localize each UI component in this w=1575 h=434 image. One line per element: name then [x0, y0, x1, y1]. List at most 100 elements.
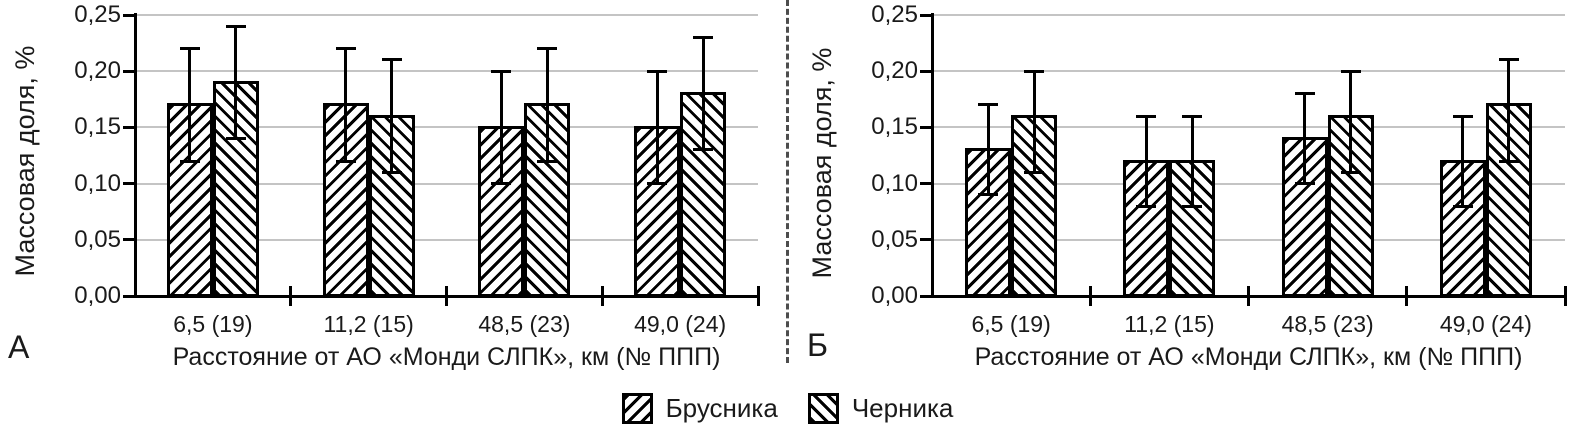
y-tick [920, 69, 932, 73]
y-tick-label: 0,15 [871, 113, 918, 141]
y-tick [920, 182, 932, 186]
y-tick-label: 0,00 [74, 282, 121, 309]
y-tick [920, 294, 932, 298]
error-bar-cap-bottom [1452, 204, 1473, 208]
legend-hatch-swatch-icon [621, 392, 653, 424]
y-axis-title: Массовая доля, % [807, 47, 837, 279]
y-tick-label: 0,20 [74, 57, 121, 85]
error-bar-line [1349, 71, 1353, 173]
y-tick-label: 0,15 [74, 113, 121, 141]
gridline [135, 70, 758, 73]
y-tick-label: 0,20 [871, 57, 918, 85]
y-tick [123, 69, 135, 73]
error-bar-cap-top [335, 47, 356, 51]
error-bar-cap-top [1024, 69, 1045, 73]
error-bar-cap-top [537, 47, 558, 51]
error-bar-cap-top [693, 35, 714, 39]
error-bar-cap-bottom [537, 159, 558, 163]
x-tick [445, 286, 448, 306]
panel-label-a: А [8, 329, 30, 365]
y-tick [123, 294, 135, 298]
error-bar-line [1303, 93, 1307, 184]
error-bar-cap-bottom [1294, 182, 1315, 186]
error-bar-line [1461, 116, 1465, 207]
error-bar-cap-bottom [1498, 159, 1519, 163]
error-bar-cap-bottom [225, 137, 246, 141]
error-bar-cap-top [1498, 58, 1519, 62]
error-bar-cap-bottom [381, 170, 402, 174]
bar [524, 103, 571, 298]
x-tick [1405, 286, 1409, 306]
bar [1281, 137, 1328, 298]
error-bar-cap-top [381, 58, 402, 62]
error-bar-cap-top [1294, 92, 1315, 96]
bar [680, 92, 727, 298]
y-tick-label: 0,10 [871, 169, 918, 197]
x-axis-title: Расстояние от АО «Монди СЛПК», км (№ ППП… [974, 343, 1523, 371]
error-bar-cap-top [647, 69, 668, 73]
error-bar-cap-top [1452, 114, 1473, 118]
bar [478, 125, 525, 298]
y-tick [123, 182, 135, 186]
x-tick-label: 49,0 (24) [634, 311, 727, 337]
error-bar-cap-top [1340, 69, 1361, 73]
gridline [932, 182, 1565, 185]
gridline [135, 14, 758, 16]
error-bar-line [545, 48, 549, 162]
error-bar-cap-bottom [647, 182, 668, 186]
error-bar-line [986, 104, 990, 195]
panel-divider [786, 0, 789, 363]
error-bar-cap-bottom [1182, 204, 1203, 208]
error-bar-line [234, 26, 238, 139]
y-tick [920, 125, 932, 129]
error-bar-line [1032, 71, 1036, 173]
y-tick [123, 13, 135, 17]
x-tick-label: 6,5 (19) [173, 311, 253, 337]
legend-item: Черника [807, 392, 953, 424]
y-tick-label: 0,05 [74, 225, 121, 253]
x-tick [1088, 286, 1092, 306]
legend-label: Брусника [665, 392, 778, 423]
y-axis-title: Массовая доля, % [10, 45, 40, 277]
y-tick-label: 0,10 [74, 169, 121, 197]
error-bar-line [655, 71, 659, 184]
error-bar-line [499, 71, 503, 184]
error-bar-cap-top [1136, 114, 1157, 118]
legend-hatch-swatch-icon [807, 392, 839, 424]
panel-label-b: Б [807, 327, 828, 363]
error-bar-cap-bottom [179, 159, 200, 163]
error-bar-line [1144, 116, 1148, 207]
error-bar-cap-bottom [335, 159, 356, 163]
x-tick [756, 286, 760, 306]
y-axis-line [930, 13, 934, 298]
gridline [932, 238, 1565, 241]
x-tick [289, 286, 293, 306]
error-bar-cap-top [225, 24, 246, 28]
y-tick-label: 0,25 [74, 1, 121, 28]
x-tick-label: 48,5 (23) [1281, 311, 1374, 337]
legend-item: Брусника [621, 392, 778, 424]
y-axis-line [133, 13, 137, 298]
y-tick-label: 0,00 [871, 282, 918, 309]
y-tick [123, 125, 135, 129]
x-tick-label: 6,5 (19) [971, 311, 1051, 337]
y-tick [920, 238, 932, 242]
x-tick-label: 49,0 (24) [1439, 311, 1532, 337]
error-bar-cap-bottom [1136, 204, 1157, 208]
error-bar-line [701, 37, 705, 150]
error-bar-line [390, 59, 394, 173]
error-bar-cap-top [1182, 114, 1203, 118]
x-axis-title: Расстояние от АО «Монди СЛПК», км (№ ППП… [172, 343, 721, 371]
legend: Брусника Черника [0, 391, 1575, 425]
x-tick-label: 11,2 (15) [1124, 311, 1215, 337]
gridline [135, 182, 758, 185]
gridline [932, 14, 1565, 16]
y-tick-label: 0,05 [871, 225, 918, 253]
error-bar-cap-bottom [491, 182, 512, 186]
error-bar-line [1190, 116, 1194, 207]
error-bar-cap-bottom [978, 193, 999, 197]
y-tick-label: 0,25 [871, 1, 918, 28]
error-bar-line [344, 48, 348, 162]
error-bar-cap-top [179, 47, 200, 51]
gridline [135, 126, 758, 129]
